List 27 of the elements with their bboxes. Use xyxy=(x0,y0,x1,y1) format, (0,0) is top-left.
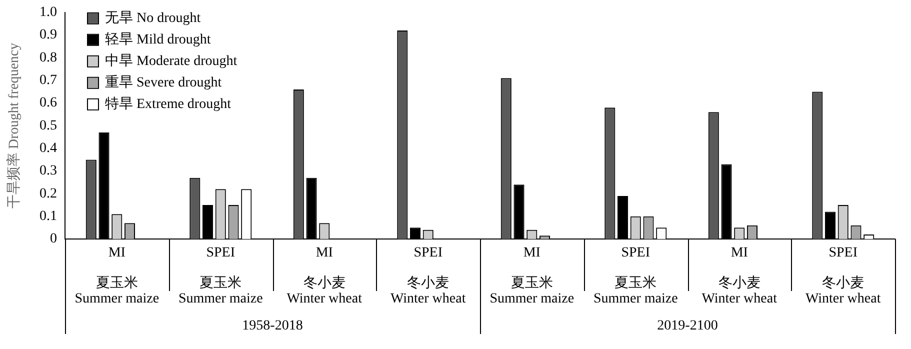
x-tick-label: MI 冬小麦 Winter wheat xyxy=(286,245,362,307)
y-tick-label: 1.0 xyxy=(40,5,57,20)
y-tick-label: 0.8 xyxy=(40,50,57,66)
legend-label: 无旱 No drought xyxy=(105,10,201,26)
y-tick-label: 0.5 xyxy=(40,118,57,134)
y-tick-label: 0.9 xyxy=(40,28,57,43)
y-tick-label: 0.3 xyxy=(40,164,57,179)
legend-label: 中旱 Moderate drought xyxy=(105,53,238,70)
legend-label: 轻旱 Mild drought xyxy=(105,32,211,48)
x-tick-label: MI 夏玉米 Summer maize xyxy=(74,245,160,307)
text: 1958-2018 xyxy=(242,318,303,334)
y-tick-label: 0.4 xyxy=(40,141,57,156)
y-tick-label: 0.2 xyxy=(40,186,57,202)
y-axis-title: 干旱频率 Drought frequency xyxy=(6,42,22,209)
y-tick-label: 0.6 xyxy=(40,96,57,111)
x-tick-label: MI 冬小麦 Winter wheat xyxy=(702,245,778,307)
x-tick-label: SPEI 冬小麦 Winter wheat xyxy=(390,245,466,307)
x-tick-label: SPEI 夏玉米 Summer maize xyxy=(593,245,678,307)
legend-label: 重旱 Severe drought xyxy=(105,74,222,91)
x-tick-label: SPEI 夏玉米 Summer maize xyxy=(178,245,263,307)
y-tick-label: 0.1 xyxy=(40,209,57,224)
legend-label: 特旱 Extreme drought xyxy=(105,96,232,112)
x-tick-label: SPEI 冬小麦 Winter wheat xyxy=(806,245,881,307)
x-tick-label: MI 夏玉米 Summer maize xyxy=(490,245,574,307)
y-tick-label: 0.7 xyxy=(40,73,57,88)
y-tick-label: 0 xyxy=(50,232,57,247)
text: 2019-2100 xyxy=(657,318,718,334)
